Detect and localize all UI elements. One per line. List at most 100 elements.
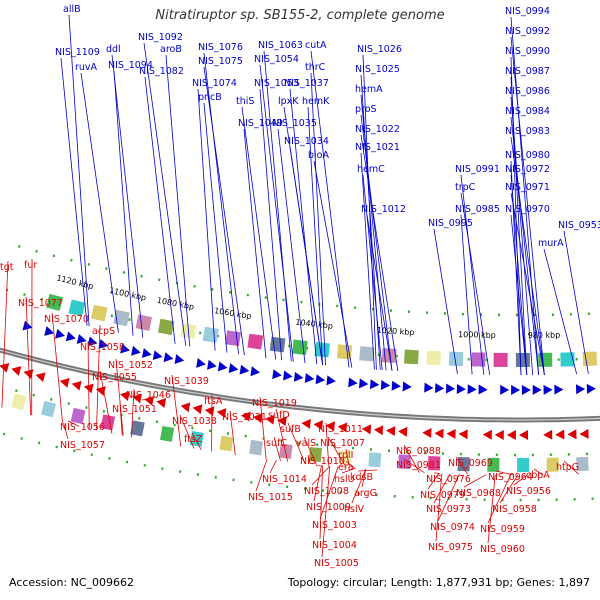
reverse-gene-arrow [458, 429, 468, 440]
forward-gene-arrow [554, 384, 564, 395]
reverse-gene-arrow [120, 391, 130, 401]
forward-gene-label: ddl [106, 44, 121, 55]
reverse-gene-label: sufD [268, 410, 290, 421]
forward-gene-arrow-shape [293, 371, 304, 382]
forward-gene-label: bioA [308, 150, 329, 161]
forward-label-connector [543, 248, 578, 375]
forward-gene-arrow-shape [554, 384, 564, 395]
forward-feature-block [538, 352, 553, 367]
forward-gene-arrow-shape [445, 383, 456, 394]
forward-feature-block [135, 314, 153, 331]
forward-gene-arrow [586, 383, 596, 394]
reverse-feature-block [100, 414, 116, 431]
reverse-feature-block [398, 454, 411, 470]
reverse-gene-arrow [434, 428, 444, 439]
forward-label-connector [460, 214, 473, 375]
reverse-gene-arrow [373, 425, 384, 436]
reverse-feature-block [159, 425, 175, 442]
backbone-highlight [0, 349, 600, 421]
forward-label-connector [203, 52, 239, 355]
genome-title: Nitratiruptor sp. SB155-2, complete geno… [155, 8, 445, 23]
forward-gene-label: NIS_1076 [198, 42, 243, 53]
forward-feature-block [404, 349, 419, 365]
reverse-gene-arrow [59, 378, 70, 388]
reverse-gene-label: NIS_0974 [430, 522, 475, 533]
forward-feature-block [90, 304, 108, 322]
reverse-gene-label: NIS_1052 [108, 360, 153, 371]
forward-gene-arrow-shape [174, 354, 185, 365]
forward-feature-block [113, 309, 130, 327]
forward-gene-label: NIS_1026 [357, 44, 402, 55]
reverse-gene-arrow [386, 426, 396, 437]
forward-feature-block [292, 339, 308, 356]
reverse-gene-label: rplI [338, 450, 353, 461]
forward-label-connector [360, 94, 387, 371]
forward-gene-arrow-shape [380, 380, 391, 391]
genome-summary: Topology: circular; Length: 1,877,931 bp… [287, 576, 590, 589]
reverse-gene-arrow-shape [506, 430, 516, 441]
reverse-label-connector [303, 436, 317, 465]
forward-gene-arrow-shape [478, 384, 488, 395]
forward-label-connector [310, 72, 326, 366]
reverse-gene-label: ftsA [204, 396, 223, 407]
reverse-gene-label: NIS_0956 [506, 486, 551, 497]
reverse-gene-arrow [337, 422, 348, 433]
forward-gene-arrow [272, 369, 282, 380]
reverse-label-connector [131, 388, 135, 438]
forward-gene-arrow [543, 384, 553, 395]
scale-tick-label: 1080 kbp [156, 296, 195, 312]
scale-tick-label: 1020 kbp [376, 326, 414, 337]
reverse-gene-arrow [325, 421, 336, 432]
forward-gene-label: NIS_1075 [198, 56, 243, 67]
reverse-label-connector [499, 474, 519, 504]
forward-gene-label: NIS_1037 [284, 78, 329, 89]
forward-gene-arrow [500, 384, 510, 395]
forward-gene-arrow [283, 370, 293, 381]
forward-gene-label: NIS_1022 [355, 124, 400, 135]
forward-gene-arrow [44, 326, 55, 336]
reverse-label-connector [341, 467, 356, 474]
forward-gene-label: NIS_1053 [254, 78, 299, 89]
forward-gene-arrow [445, 383, 456, 394]
forward-gene-label: NIS_0984 [505, 106, 550, 117]
reverse-label-connector [455, 456, 468, 475]
forward-gene-label: NIS_1082 [139, 66, 184, 77]
reverse-gene-label: fur [24, 260, 37, 271]
reverse-gene-label: NIS_1039 [164, 376, 209, 387]
forward-gene-arrow [434, 383, 445, 394]
forward-gene-arrow [402, 381, 412, 392]
forward-gene-label: NIS_1025 [355, 64, 400, 75]
forward-label-connector [111, 54, 144, 338]
reverse-feature-block [427, 455, 441, 471]
reverse-label-connector [307, 454, 311, 465]
reverse-gene-arrow-shape [23, 369, 34, 379]
forward-gene-arrow [315, 374, 326, 385]
forward-label-connector [60, 57, 88, 326]
forward-gene-arrow [174, 354, 185, 365]
reverse-label-connector [96, 324, 101, 431]
forward-label-connector [259, 64, 294, 362]
forward-gene-arrow-shape [130, 345, 141, 356]
reverse-gene-label: NIS_0976 [426, 474, 471, 485]
forward-gene-label: pncB [198, 92, 222, 103]
forward-gene-arrow [304, 373, 315, 384]
forward-gene-arrow-shape [500, 384, 510, 395]
reverse-label-connector [351, 468, 367, 504]
forward-label-connector [289, 146, 323, 365]
reverse-gene-arrow-shape [216, 408, 227, 419]
reverse-gene-label: NIS_1056 [60, 422, 105, 433]
forward-feature-block [493, 352, 508, 367]
forward-feature-block [68, 299, 86, 317]
reverse-gene-arrow [253, 413, 263, 424]
reverse-label-connector [427, 473, 440, 490]
forward-gene-arrow [467, 384, 477, 395]
reverse-label-connector [345, 460, 355, 469]
reverse-gene-arrow [35, 372, 46, 383]
reverse-gene-label: NIS_0958 [492, 504, 537, 515]
reverse-gene-label: htpG [556, 462, 579, 473]
reverse-gene-arrow [240, 411, 251, 422]
reverse-label-connector [87, 340, 90, 429]
forward-gene-label: allB [63, 4, 81, 15]
forward-gene-arrow-shape [543, 384, 553, 395]
forward-gene-label: NIS_0995 [428, 218, 473, 229]
